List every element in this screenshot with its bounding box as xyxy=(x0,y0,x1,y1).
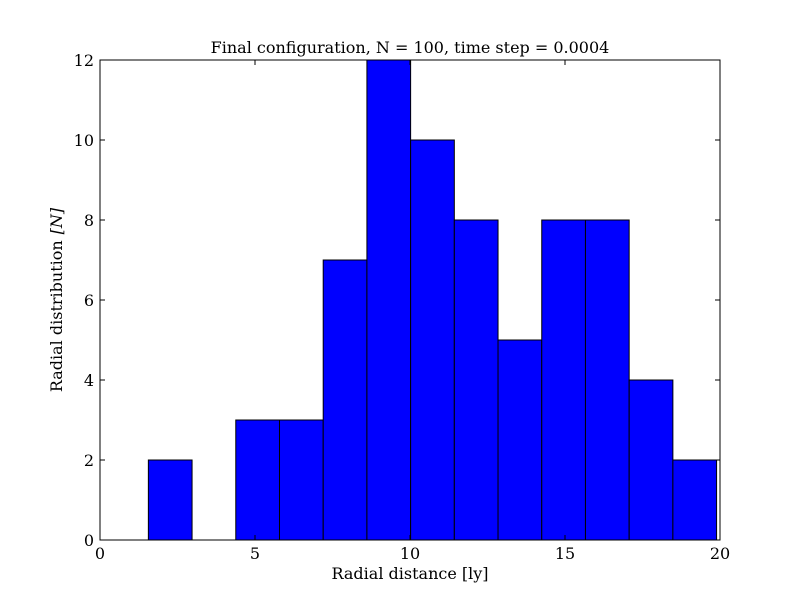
histogram-bar xyxy=(584,219,630,541)
y-tick-label: 12 xyxy=(74,51,94,70)
histogram-bar xyxy=(628,379,674,541)
histogram-bar xyxy=(410,139,455,541)
y-axis-label-text: Radial distribution xyxy=(47,240,66,392)
histogram-bar xyxy=(366,59,412,541)
y-axis-label-unit: [N] xyxy=(47,207,66,234)
y-tick-label: 0 xyxy=(84,531,94,550)
x-tick-label: 20 xyxy=(710,544,730,563)
x-tick-label: 0 xyxy=(95,544,105,563)
histogram-bar xyxy=(541,219,586,541)
y-tick-label: 4 xyxy=(84,371,94,390)
y-tick-label: 8 xyxy=(84,211,94,230)
histogram-bar xyxy=(147,459,193,541)
x-tick-label: 10 xyxy=(400,544,420,563)
x-tick-label: 15 xyxy=(555,544,575,563)
x-tick-label: 5 xyxy=(250,544,260,563)
y-tick-label: 6 xyxy=(84,291,94,310)
x-axis-label: Radial distance [ly] xyxy=(331,564,488,583)
histogram-bar xyxy=(278,419,324,541)
y-axis-label: Radial distribution [N] xyxy=(47,207,66,392)
chart-title: Final configuration, N = 100, time step … xyxy=(211,38,610,57)
histogram-bar xyxy=(322,259,368,541)
histogram-bar xyxy=(453,219,499,541)
histogram-bar xyxy=(672,459,718,541)
histogram-bar xyxy=(235,419,280,541)
histogram-bar xyxy=(497,339,543,541)
y-tick-label: 2 xyxy=(84,451,94,470)
y-tick-label: 10 xyxy=(74,131,94,150)
